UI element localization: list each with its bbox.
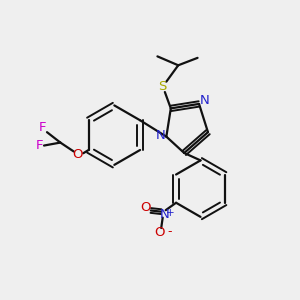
Text: N: N: [156, 129, 166, 142]
Text: N: N: [159, 208, 169, 221]
Text: O: O: [140, 201, 151, 214]
Text: -: -: [167, 225, 172, 238]
Text: O: O: [154, 226, 165, 239]
Text: F: F: [36, 139, 43, 152]
Text: N: N: [200, 94, 209, 107]
Text: +: +: [166, 208, 174, 218]
Text: O: O: [72, 148, 83, 161]
Text: F: F: [39, 121, 46, 134]
Text: S: S: [158, 80, 166, 93]
